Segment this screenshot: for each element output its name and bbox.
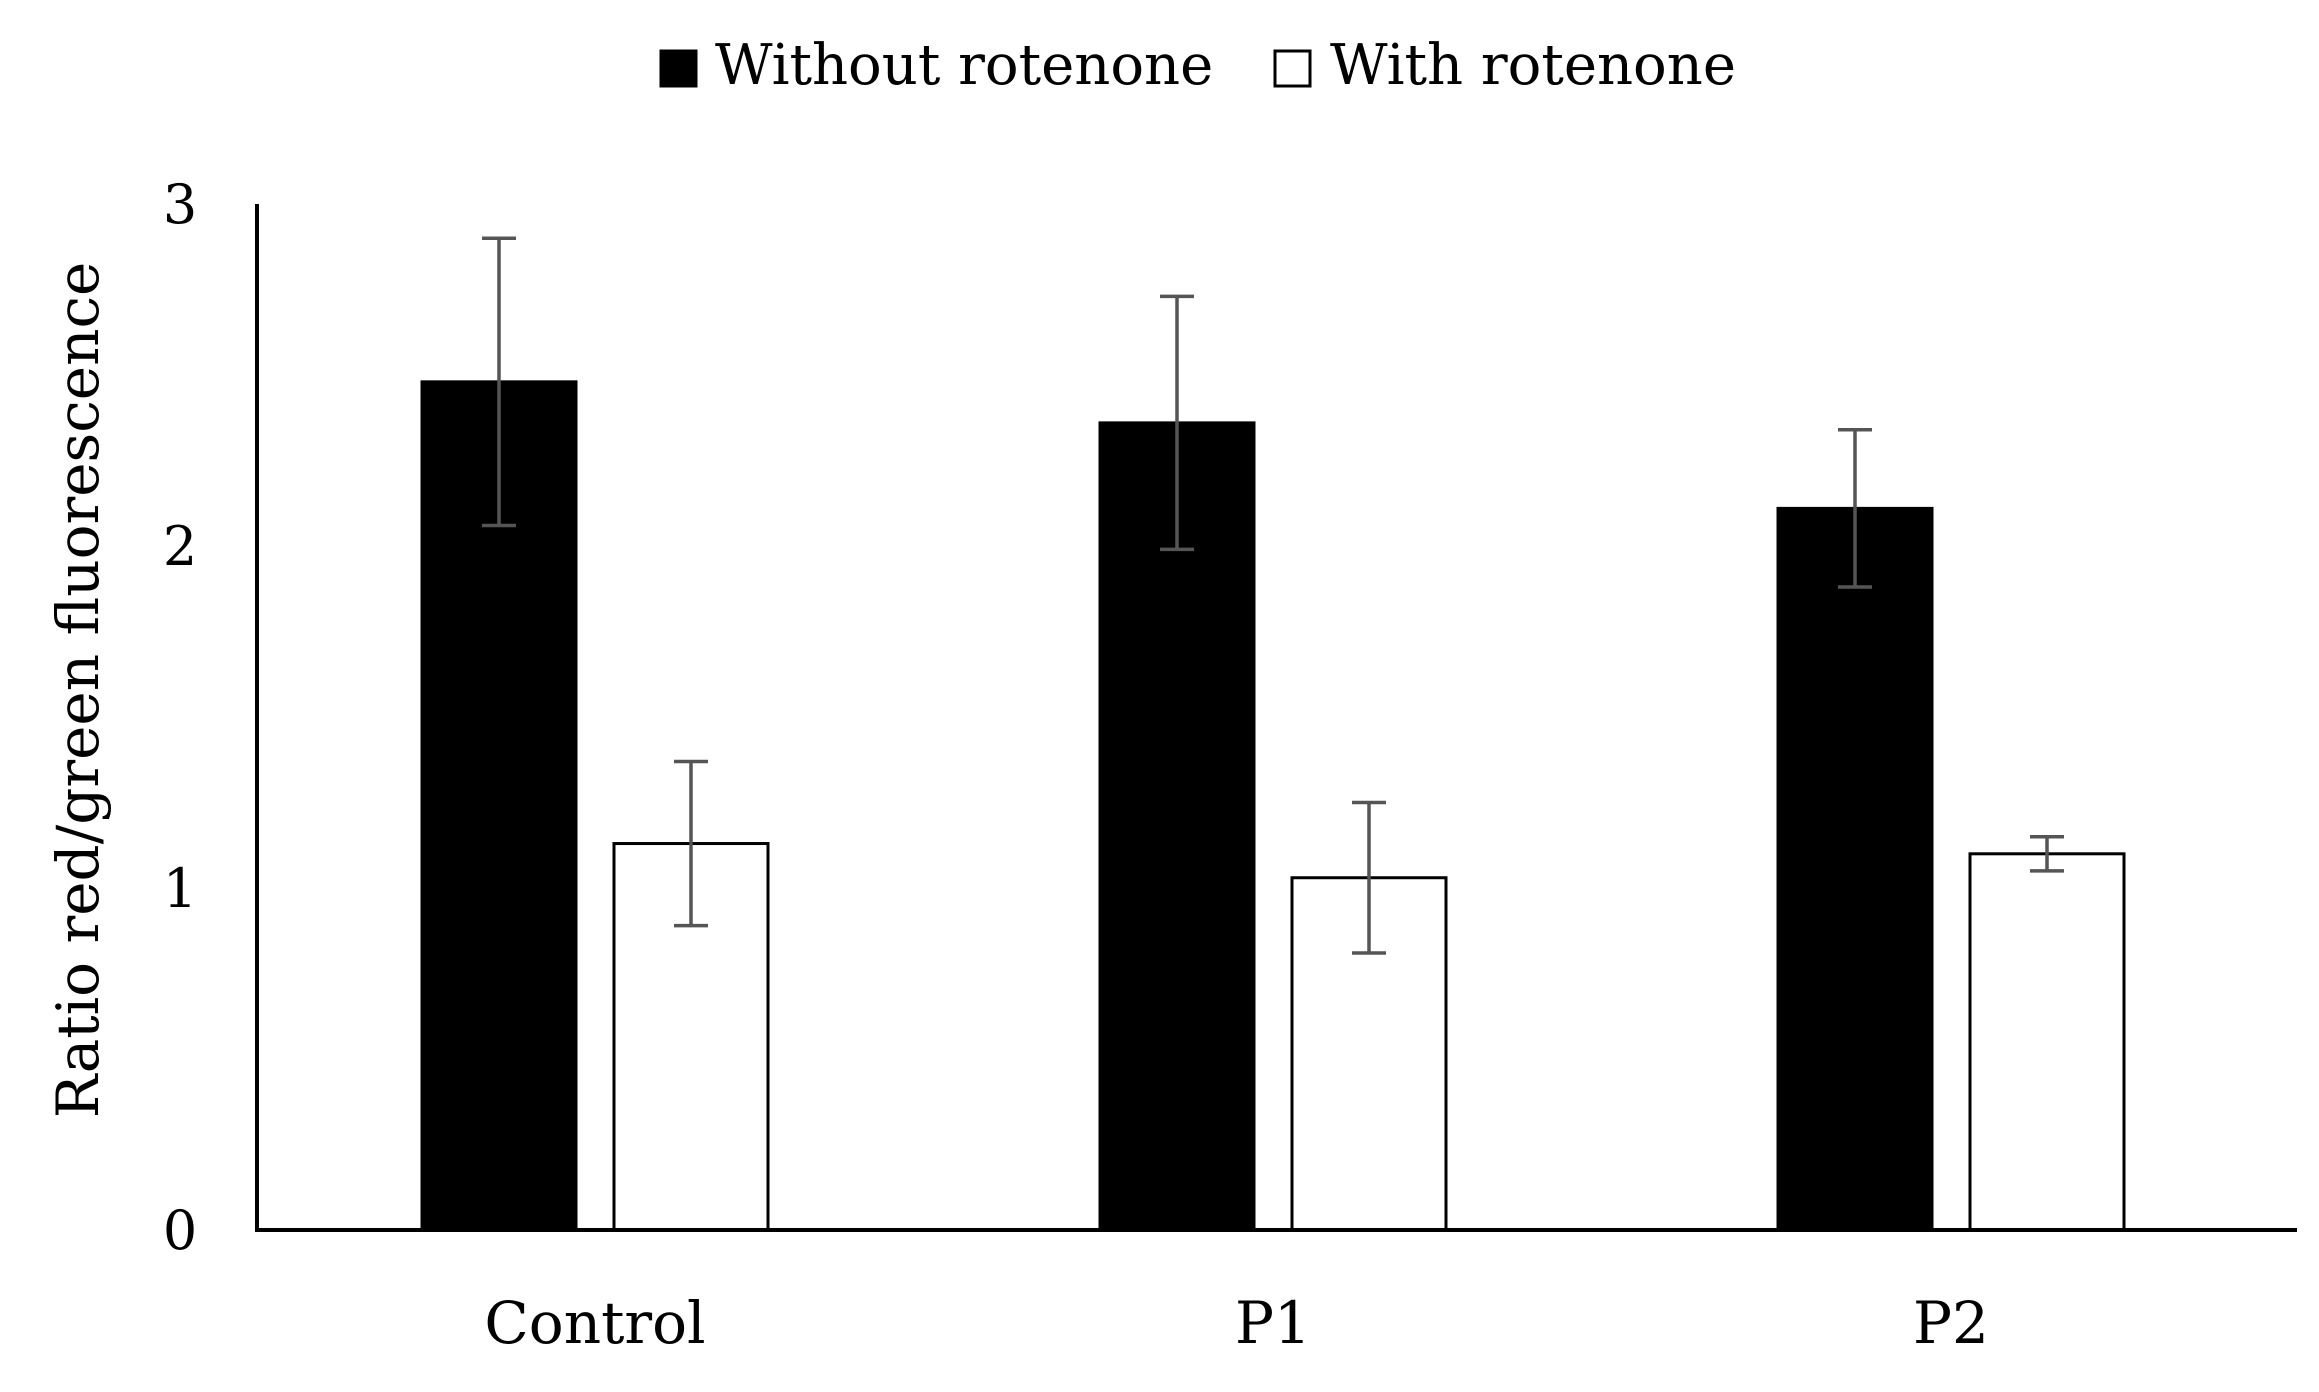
error-bars <box>482 236 2064 955</box>
legend-label-with-rotenone: With rotenone <box>1330 33 1736 98</box>
x-tick-label-control: Control <box>484 1289 705 1357</box>
y-tick-label-1: 1 <box>163 857 197 920</box>
error-bar-control-with-rotenone <box>674 759 708 928</box>
error-bar-p2-with-rotenone <box>2030 834 2064 873</box>
y-tick-labels: 0 1 2 3 <box>163 173 197 1262</box>
error-bar-p2-without-rotenone <box>1838 427 1872 589</box>
legend-label-without-rotenone: Without rotenone <box>715 33 1213 98</box>
legend-swatch-without-rotenone <box>659 49 698 88</box>
bar-p2-without-rotenone <box>1776 506 1934 1232</box>
error-bar-control-without-rotenone <box>482 236 516 528</box>
bars <box>420 380 2126 1232</box>
x-tick-label-p2: P2 <box>1913 1289 1989 1357</box>
bar-p2-with-rotenone <box>1968 852 2126 1232</box>
y-tick-label-2: 2 <box>163 515 197 578</box>
y-axis-label: Ratio red/green fluorescence <box>44 262 112 1119</box>
legend-swatch-with-rotenone <box>1273 49 1312 88</box>
error-bar-p1-with-rotenone <box>1352 800 1386 955</box>
x-tick-label-p1: P1 <box>1235 1289 1311 1357</box>
x-tick-labels: Control P1 P2 <box>484 1289 1989 1357</box>
legend: Without rotenone With rotenone <box>659 33 1736 98</box>
y-tick-label-3: 3 <box>163 173 197 236</box>
y-tick-label-0: 0 <box>163 1199 197 1262</box>
error-bar-p1-without-rotenone <box>1160 294 1194 552</box>
